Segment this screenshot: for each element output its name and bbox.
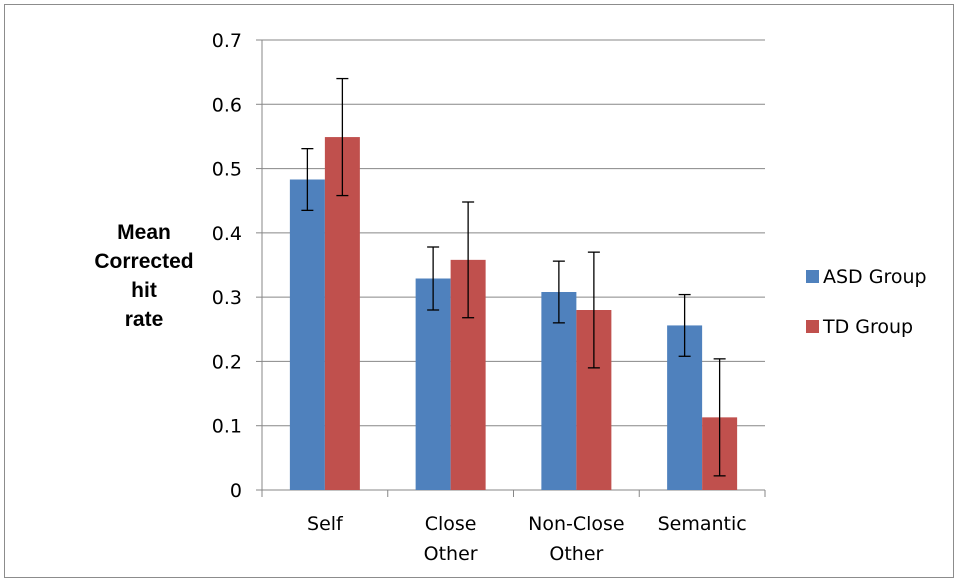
legend-label: TD Group [822,316,913,338]
y-axis-label: Mean Corrected hit rate [80,218,208,334]
x-tick-label: Self [307,513,344,535]
y-tick-label: 0.5 [212,159,242,181]
y-tick-label: 0.4 [212,223,242,245]
x-tick-label: Semantic [658,513,747,535]
x-tick-label: Non-Close Other [528,513,625,565]
y-tick-label: 0 [230,480,242,502]
y-tick-label: 0.6 [212,94,242,116]
y-tick-label: 0.3 [212,287,242,309]
y-axis-label-line: Corrected hit [94,250,194,302]
y-tick-label: 0.7 [212,30,242,52]
x-tick-label: Close Other [424,513,478,565]
y-axis-label-line: rate [124,308,164,331]
legend-label: ASD Group [823,266,927,288]
y-tick-label: 0.2 [212,351,242,373]
y-axis-label-line: Mean [117,221,171,244]
y-tick-label: 0.1 [212,416,242,438]
bar [415,278,451,490]
bar [541,292,577,490]
legend-swatch [806,270,819,283]
chart-frame [4,4,954,578]
bar [289,179,325,490]
legend-swatch [806,320,819,333]
